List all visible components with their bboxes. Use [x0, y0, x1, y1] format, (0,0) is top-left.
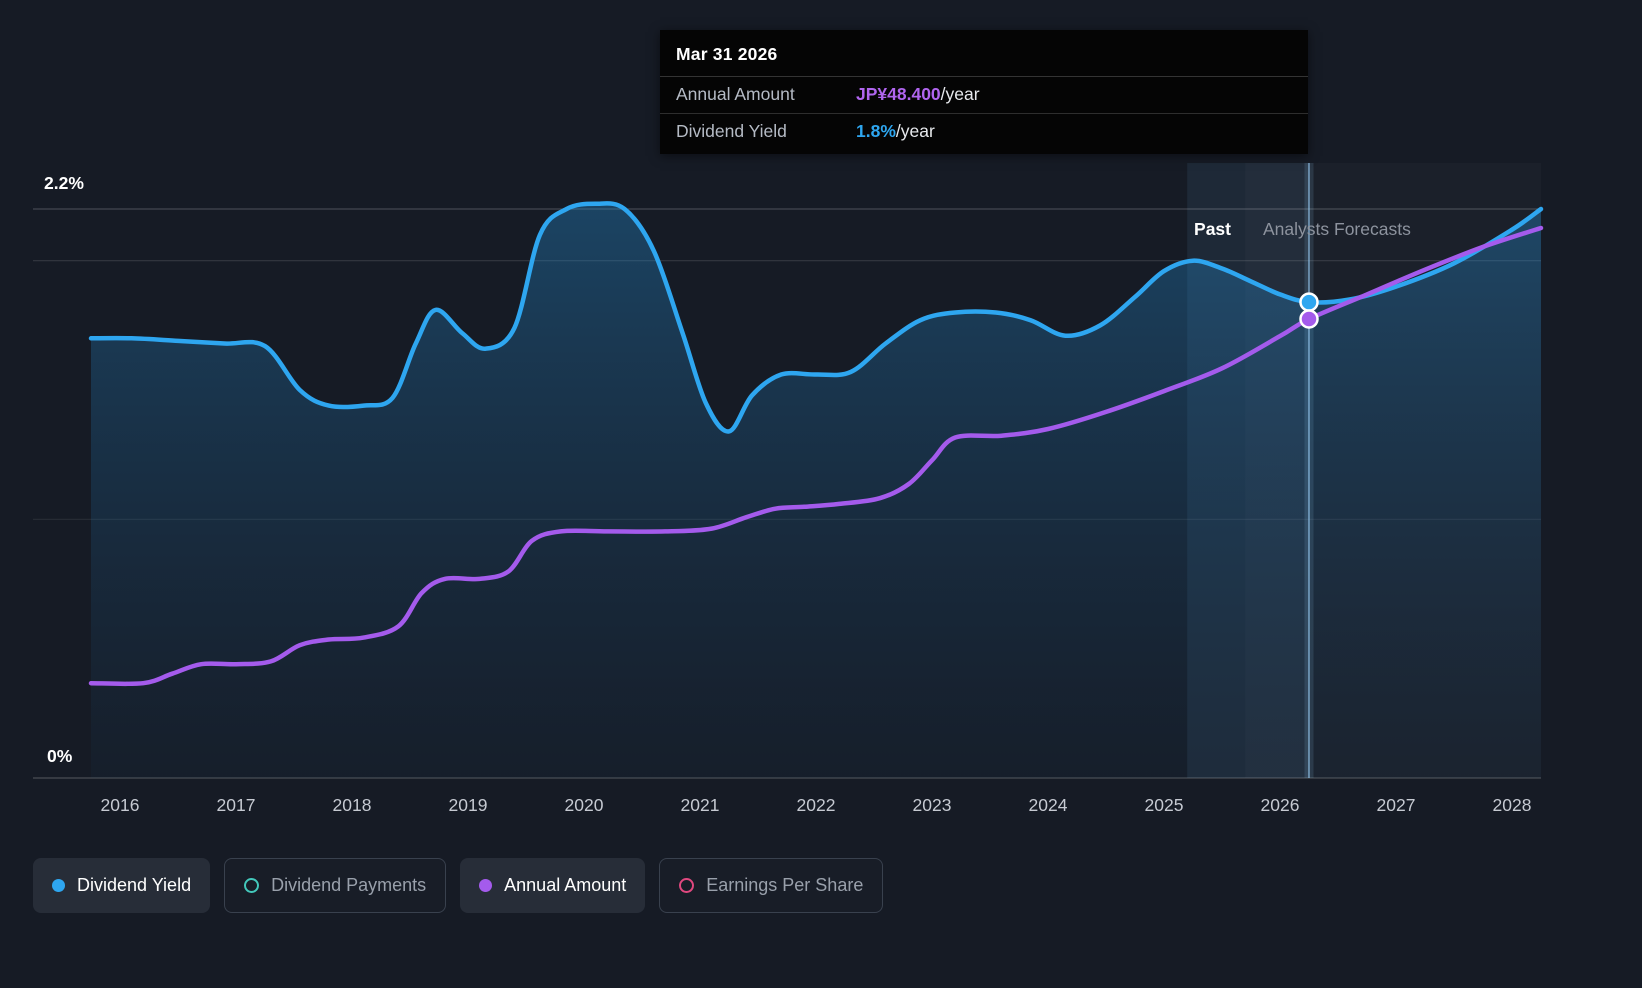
legend-label: Earnings Per Share: [706, 875, 864, 895]
tooltip-date: Mar 31 2026: [660, 30, 1308, 77]
tooltip-label: Dividend Yield: [676, 121, 787, 141]
x-tick-label: 2026: [1260, 795, 1300, 815]
dividend-yield-marker-dot: [1299, 292, 1319, 312]
annual-amount-marker-icon: [479, 879, 493, 892]
tooltip-value: JP¥48.400: [856, 84, 941, 104]
legend-label: Dividend Yield: [77, 875, 192, 895]
earnings-per-share-marker-icon: [679, 878, 695, 893]
x-axis: 2016 2017 2018 2019 2020 2021 2022 2023 2024 2025…: [0, 795, 1642, 823]
tooltip-value: 1.8%: [856, 121, 896, 141]
yield-area: [91, 203, 1541, 778]
x-tick-label: 2019: [448, 795, 488, 815]
x-tick-label: 2021: [680, 795, 720, 815]
annual-amount-marker-dot: [1299, 309, 1319, 329]
y-axis-top-label: 2.2%: [44, 173, 84, 193]
x-tick-label: 2027: [1376, 795, 1416, 815]
dividend-payments-marker-icon: [244, 878, 260, 893]
tooltip-row-annual-amount: Annual Amount JP¥48.400 /year: [660, 77, 1308, 114]
tooltip-suffix: /year: [940, 84, 980, 104]
legend-dividend-payments[interactable]: Dividend Payments: [224, 858, 447, 913]
x-tick-label: 2016: [100, 795, 140, 815]
x-tick-label: 2028: [1492, 795, 1532, 815]
tooltip-row-dividend-yield: Dividend Yield 1.8% /year: [660, 114, 1308, 154]
tooltip-label: Annual Amount: [676, 84, 795, 104]
legend-annual-amount[interactable]: Annual Amount: [460, 858, 646, 913]
x-tick-label: 2018: [332, 795, 372, 815]
tooltip-suffix: /year: [895, 121, 935, 141]
x-tick-label: 2025: [1144, 795, 1184, 815]
chart-tooltip: Mar 31 2026 Annual Amount JP¥48.400 /yea…: [660, 30, 1308, 154]
y-axis-bottom-label: 0%: [47, 746, 73, 766]
past-section-label: Past: [1194, 219, 1231, 239]
dividend-yield-marker-icon: [52, 879, 65, 892]
annual-amount-line: [88, 225, 1544, 687]
x-tick-label: 2024: [1028, 795, 1068, 815]
x-tick-label: 2022: [796, 795, 836, 815]
x-tick-label: 2017: [216, 795, 256, 815]
legend-label: Dividend Payments: [271, 875, 427, 895]
legend-label: Annual Amount: [504, 875, 627, 895]
x-tick-label: 2023: [912, 795, 952, 815]
dividend-yield-line: [88, 201, 1544, 434]
legend: Dividend Yield Dividend Payments Annual …: [33, 858, 884, 913]
x-tick-label: 2020: [564, 795, 604, 815]
forecast-section-label: Analysts Forecasts: [1263, 219, 1411, 239]
legend-earnings-per-share[interactable]: Earnings Per Share: [659, 858, 884, 913]
legend-dividend-yield[interactable]: Dividend Yield: [33, 858, 211, 913]
